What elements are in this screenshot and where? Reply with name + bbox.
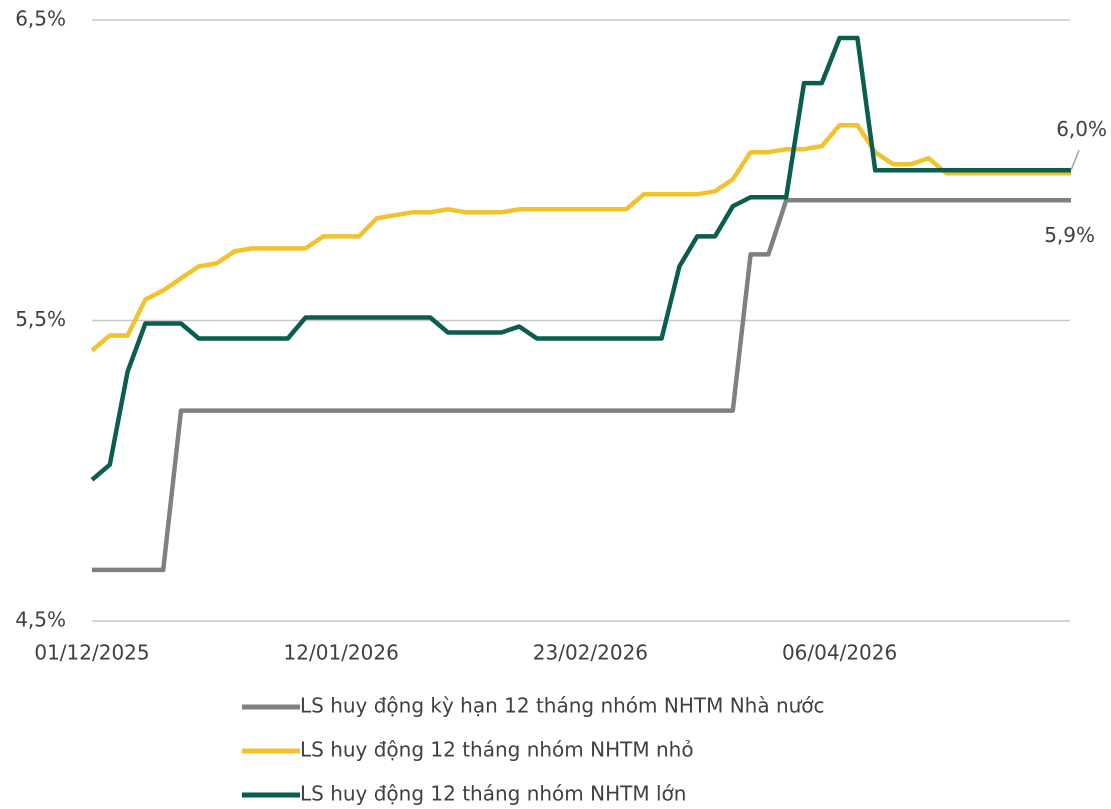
x-tick-label: 12/01/2026 — [284, 641, 399, 665]
line-series — [90, 122, 1071, 353]
line-series — [92, 198, 1071, 573]
x-tick-label: 06/04/2026 — [782, 641, 897, 665]
y-tick-label: 5,5% — [15, 307, 66, 331]
leader-line — [1070, 149, 1080, 171]
y-tick-label: 4,5% — [15, 608, 66, 632]
x-tick-label: 23/02/2026 — [533, 641, 648, 665]
legend-label: LS huy động 12 tháng nhóm NHTM lớn — [300, 782, 686, 806]
line-series — [90, 35, 1071, 482]
legend-label: LS huy động kỳ hạn 12 tháng nhóm NHTM Nh… — [300, 694, 825, 718]
legend-label: LS huy động 12 tháng nhóm NHTM nhỏ — [300, 738, 694, 762]
data-label: 5,9% — [1044, 223, 1095, 247]
data-label: 6,0% — [1056, 117, 1107, 141]
x-tick-label: 01/12/2025 — [34, 641, 149, 665]
y-tick-label: 6,5% — [15, 7, 66, 31]
